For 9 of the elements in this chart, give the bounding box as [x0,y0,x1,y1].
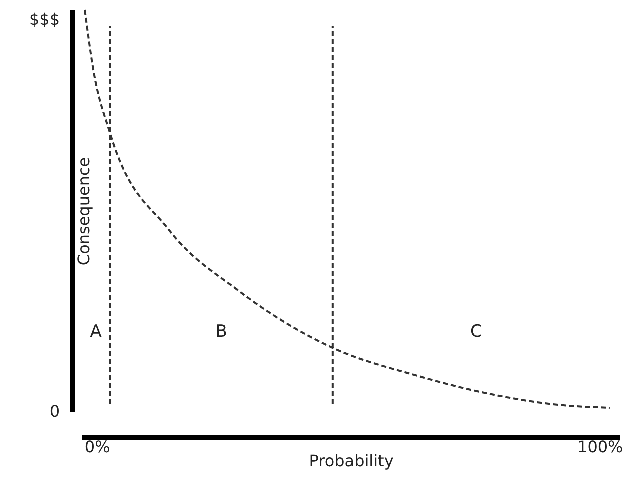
annotation: B [216,322,228,342]
annotation: C [470,322,482,342]
x-tick-label: 100% [578,438,624,456]
annotation: A [90,322,102,342]
x-axis-title: Probability [309,452,394,470]
x-tick-label: 0% [84,438,110,456]
text: 0 [50,402,60,421]
y-axis-title: Consequence [74,157,94,266]
text: $$$ [29,10,60,29]
